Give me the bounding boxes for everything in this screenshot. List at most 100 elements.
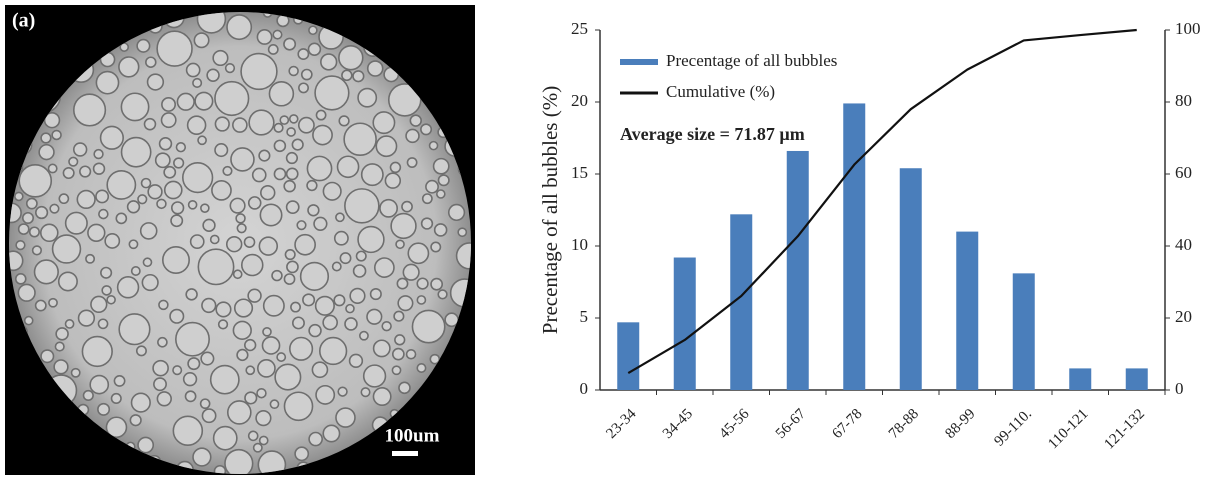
bubble [350, 289, 365, 304]
bubble [174, 158, 184, 168]
legend-label: Precentage of all bubbles [666, 51, 837, 70]
bubble [410, 115, 421, 126]
bubble [50, 204, 59, 213]
bubble [176, 323, 209, 356]
bubble [52, 131, 61, 140]
bubble [99, 210, 108, 219]
bubble [137, 346, 146, 355]
bubble [257, 389, 266, 398]
bubble [153, 361, 168, 376]
bubble [307, 181, 317, 191]
bubble [129, 240, 137, 248]
bubble [423, 194, 432, 203]
bubble [290, 337, 313, 360]
bubble [293, 317, 304, 328]
bubble [290, 115, 298, 123]
bubble [225, 450, 253, 478]
bubble [137, 40, 149, 52]
bubble [15, 192, 23, 200]
bubble [301, 263, 329, 291]
bubble [94, 163, 105, 174]
bubble [162, 98, 175, 111]
bubble [263, 328, 271, 336]
bubble [284, 392, 312, 420]
bubble [55, 342, 64, 351]
bubble [105, 234, 119, 248]
bubble [53, 235, 81, 263]
bubble [277, 353, 285, 361]
x-tick-label: 67-78 [829, 406, 865, 442]
bubble [184, 373, 197, 386]
bubble [249, 431, 258, 440]
bubble [219, 320, 228, 329]
bubble [307, 156, 331, 180]
bubble [260, 436, 268, 444]
bubble [309, 433, 322, 446]
bar [956, 232, 978, 390]
page: (a) 100um Precentage of all bubbles (%) … [0, 0, 1209, 479]
bubble [244, 237, 254, 247]
y2-tick-label: 0 [1175, 379, 1184, 398]
x-tick-label: 56-67 [773, 406, 809, 442]
annotation: Average size = 71.87 µm [620, 124, 805, 144]
y-tick-label: 5 [580, 307, 589, 326]
bubble [223, 167, 232, 176]
bar [787, 151, 809, 390]
bubble [36, 300, 46, 310]
bubble [188, 116, 206, 134]
bubble [269, 45, 278, 54]
bubble [143, 258, 151, 266]
y2-tick-label: 80 [1175, 91, 1192, 110]
y2-tick-label: 20 [1175, 307, 1192, 326]
bubble [170, 310, 183, 323]
bubble [132, 267, 140, 275]
bubble [287, 128, 295, 136]
bubble [361, 388, 369, 396]
bubble [367, 309, 382, 324]
bubble [272, 271, 282, 281]
bubble [338, 156, 359, 177]
bubble [165, 181, 182, 198]
bubble [198, 249, 233, 284]
bubble [16, 241, 25, 250]
bubble [437, 190, 445, 198]
bubble [138, 195, 147, 204]
bubble [191, 235, 204, 248]
y-tick-label: 20 [571, 91, 588, 110]
bubble [417, 296, 425, 304]
bubble [69, 157, 78, 166]
bubble [316, 386, 334, 404]
bubble [142, 179, 151, 188]
bubble [157, 31, 192, 66]
bubble [273, 30, 281, 38]
bubble [259, 150, 270, 161]
bubble [299, 83, 308, 92]
bubble [245, 340, 256, 351]
y2-tick-label: 60 [1175, 163, 1192, 182]
bubble [211, 366, 239, 394]
bubble [315, 76, 349, 110]
bubble [340, 253, 350, 263]
y2-tick-label: 40 [1175, 235, 1192, 254]
bubble [291, 302, 300, 311]
bubble [274, 140, 285, 151]
bubble [154, 378, 166, 390]
bubble [102, 286, 111, 295]
bubble [84, 391, 94, 401]
bubble [316, 297, 335, 316]
bubble [336, 213, 344, 221]
bubble [323, 182, 341, 200]
bubble [33, 246, 42, 255]
bubble [385, 173, 400, 188]
bubble [144, 119, 155, 130]
bubble [274, 168, 285, 179]
bubble [211, 235, 219, 243]
bubble [162, 113, 176, 127]
bubble [354, 265, 366, 277]
bubble [371, 289, 381, 299]
bubble [256, 411, 271, 426]
bubble [358, 227, 384, 253]
bubble [54, 360, 68, 374]
bubble [421, 124, 431, 134]
bubble [132, 393, 151, 412]
